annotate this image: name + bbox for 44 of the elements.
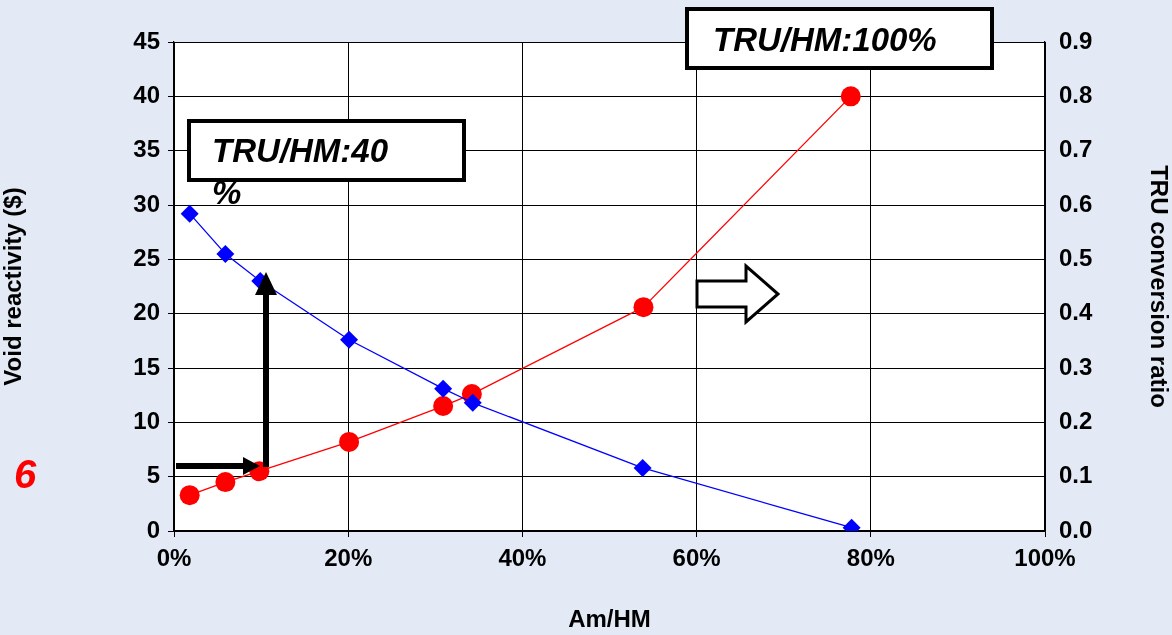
x-tick-label: 80%	[846, 544, 895, 572]
text: 6	[14, 452, 37, 497]
y-tick-label: 40	[133, 80, 160, 108]
y2-tick-label: 0.9	[1059, 26, 1093, 54]
y-tick-label: 35	[133, 135, 160, 163]
x-axis-title: Am/HM	[568, 605, 651, 633]
y2-tick-label: 0.4	[1059, 298, 1094, 326]
x-tick-label: 100%	[1014, 544, 1076, 572]
point	[633, 458, 652, 477]
y-tick-label: 25	[133, 243, 160, 271]
y2-tick-label: 0.1	[1059, 461, 1093, 489]
point	[463, 393, 482, 412]
y2-tick-label: 0.0	[1059, 515, 1093, 543]
point	[433, 396, 454, 417]
y-axis-title: Void reactivity ($)	[0, 187, 27, 386]
y2-tick-label: 0.7	[1059, 135, 1093, 163]
y2-tick-label: 0.8	[1059, 80, 1093, 108]
y2-tick-label: 0.2	[1059, 406, 1093, 434]
point	[339, 431, 360, 452]
x-tick-label: 60%	[672, 544, 721, 572]
x-tick-label: 20%	[324, 544, 373, 572]
point	[180, 204, 199, 223]
y-tick-label: 45	[133, 26, 160, 54]
point	[434, 379, 453, 398]
x-tick-label: 0%	[156, 544, 192, 572]
point	[840, 86, 861, 107]
y-tick-label: 0	[146, 515, 160, 543]
x-tick-label: 40%	[498, 544, 547, 572]
y2-tick-label: 0.3	[1059, 352, 1093, 380]
point	[179, 485, 200, 506]
annotation: TRU/HM:40%	[212, 131, 389, 213]
point	[340, 330, 359, 349]
y2-tick-label: 0.6	[1059, 189, 1093, 217]
y-tick-label: 15	[133, 352, 160, 380]
y-tick-label: 5	[146, 461, 160, 489]
y2-tick-label: 0.5	[1059, 243, 1093, 271]
point	[216, 244, 235, 263]
y-tick-label: 20	[133, 298, 160, 326]
y-tick-label: 10	[133, 406, 160, 434]
y-tick-label: 30	[133, 189, 160, 217]
point	[633, 297, 654, 318]
point	[215, 472, 236, 493]
annotation: TRU/HM:100%	[685, 7, 994, 70]
y2-axis-title: TRU conversion ratio	[1145, 165, 1172, 408]
